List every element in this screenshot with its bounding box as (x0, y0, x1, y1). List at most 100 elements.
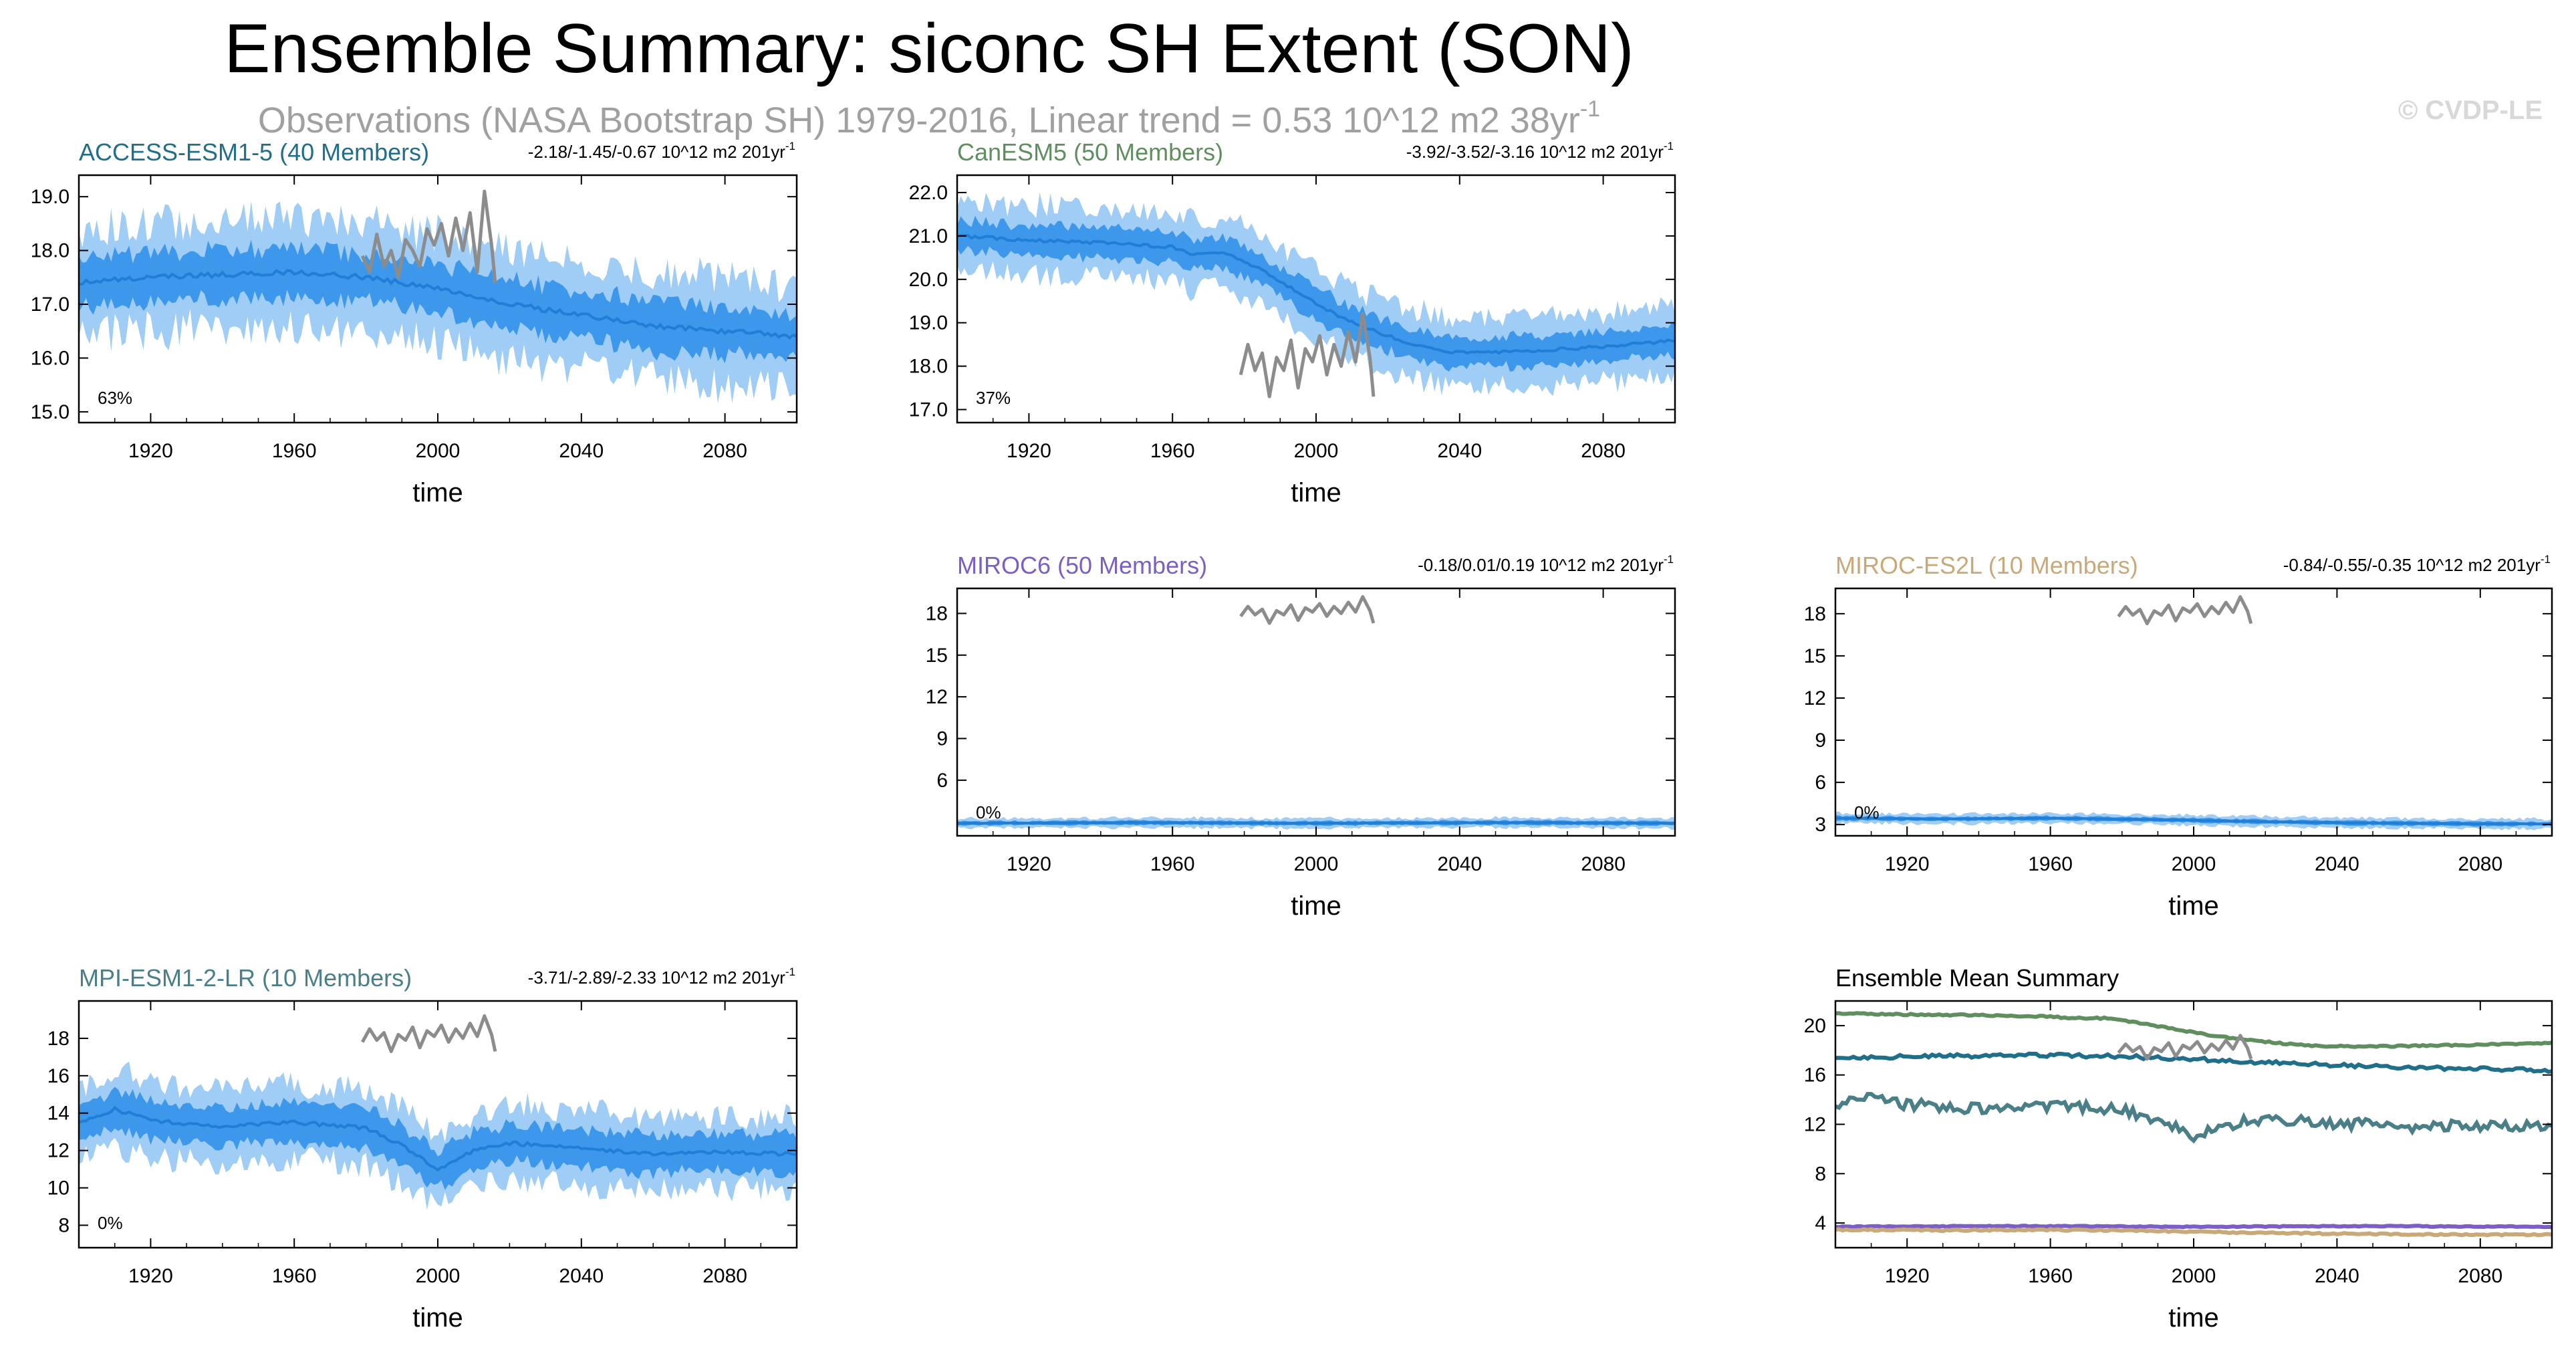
y-tick-label: 9 (936, 727, 948, 750)
ensemble-mean-line (79, 269, 797, 340)
trend-label: -3.71/-2.89/-2.33 10^12 m2 201yr-1 (528, 966, 795, 988)
x-tick-label: 2080 (1581, 440, 1626, 462)
x-tick-label: 2080 (702, 1265, 747, 1287)
x-axis-label: time (412, 478, 463, 507)
x-tick-label: 1960 (272, 1265, 317, 1287)
y-tick-label: 19.0 (31, 186, 70, 208)
x-axis-label: time (1291, 891, 1341, 921)
panel-mpi: 1920 1960 2000 2040 2080 8 10 12 14 16 18 time MPI-E… (47, 964, 798, 1333)
x-tick-label: 1960 (2028, 1265, 2073, 1287)
ensemble-mean-line (957, 233, 1675, 355)
observations-line (360, 189, 497, 284)
x-axis-label: time (2168, 891, 2219, 921)
y-tick-label: 8 (58, 1214, 70, 1236)
percent-label: 37% (976, 388, 1011, 408)
trend-label: -0.18/0.01/0.19 10^12 m2 201yr-1 (1418, 553, 1674, 575)
summary-series-line (1835, 1011, 2552, 1049)
x-tick-label: 1920 (1007, 853, 1051, 875)
x-tick-label: 1960 (1150, 440, 1195, 462)
plot-area (957, 816, 1675, 830)
y-tick-label: 18.0 (909, 356, 948, 378)
x-tick-label: 1920 (128, 1265, 173, 1287)
y-tick-label: 14 (47, 1103, 70, 1125)
x-tick-label: 2000 (416, 1265, 461, 1287)
figure-title: Ensemble Summary: siconc SH Extent (SON) (224, 10, 1634, 88)
y-tick-label: 6 (936, 770, 948, 792)
y-tick-label: 20 (1804, 1015, 1826, 1037)
subtitle-text: Observations (NASA Bootstrap SH) 1979-20… (258, 100, 1580, 140)
ensemble-mean-line (957, 820, 1675, 825)
panel-access: 1920 1960 2000 2040 2080 15.0 16.0 17.0 18.0 19.0… (31, 138, 798, 507)
y-tick-label: 18 (47, 1028, 70, 1050)
observations-line (1239, 595, 1376, 625)
y-tick-label: 10 (47, 1177, 70, 1200)
y-tick-label: 3 (1815, 814, 1826, 836)
observations-line (361, 1014, 497, 1053)
trend-label: -2.18/-1.45/-0.67 10^12 m2 201yr-1 (528, 140, 795, 162)
x-tick-label: 2000 (2172, 1265, 2216, 1287)
x-tick-label: 2000 (2172, 853, 2216, 875)
plot-area (957, 192, 1675, 397)
y-tick-label: 6 (1815, 772, 1826, 794)
panels-group: 1920 1960 2000 2040 2080 15.0 16.0 17.0 18.0 19.0… (31, 138, 2553, 1333)
observations-line (1239, 312, 1376, 399)
spread-band-inner (79, 239, 797, 364)
plot-frame (956, 587, 1676, 837)
panel-title: MPI-ESM1-2-LR (10 Members) (79, 964, 412, 992)
x-tick-label: 1920 (128, 440, 173, 462)
y-tick-label: 17.0 (909, 399, 948, 421)
x-tick-label: 2040 (559, 440, 604, 462)
plot-area (1835, 811, 2552, 830)
panel-title: Ensemble Mean Summary (1835, 964, 2119, 992)
panel-title: CanESM5 (50 Members) (957, 138, 1223, 166)
summary-series-line (1835, 1051, 2552, 1074)
x-tick-label: 2080 (702, 440, 747, 462)
x-axis-label: time (412, 1303, 463, 1333)
y-tick-label: 9 (1815, 729, 1826, 752)
x-axis-label: time (1291, 478, 1341, 507)
plot-area (1835, 1011, 2552, 1238)
x-tick-label: 1960 (1150, 853, 1195, 875)
summary-series-line (1835, 1092, 2552, 1144)
y-tick-label: 22.0 (909, 182, 948, 204)
percent-label: 0% (98, 1213, 123, 1233)
observations-line (2117, 1034, 2253, 1061)
plot-frame (1834, 1000, 2553, 1249)
y-tick-label: 16.0 (31, 347, 70, 369)
y-tick-label: 12 (47, 1140, 70, 1162)
y-tick-label: 4 (1815, 1212, 1826, 1234)
y-tick-label: 15 (926, 645, 948, 667)
percent-label: 0% (976, 802, 1001, 822)
y-tick-label: 12 (1804, 687, 1826, 709)
y-tick-label: 20.0 (909, 269, 948, 291)
x-tick-label: 1960 (2028, 853, 2073, 875)
y-tick-label: 17.0 (31, 294, 70, 316)
x-tick-label: 1920 (1007, 440, 1051, 462)
x-tick-label: 2040 (1437, 440, 1482, 462)
y-tick-label: 16 (1804, 1064, 1826, 1087)
y-tick-label: 18.0 (31, 240, 70, 262)
x-tick-label: 2000 (416, 440, 461, 462)
observations-line (2117, 595, 2253, 626)
percent-label: 63% (98, 388, 132, 408)
x-tick-label: 2080 (1581, 853, 1626, 875)
panel-miroc6: 1920 1960 2000 2040 2080 6 9 12 15 18 time MIROC6 (… (926, 552, 1676, 921)
panel-title: MIROC-ES2L (10 Members) (1835, 552, 2138, 579)
y-tick-label: 12 (1804, 1114, 1826, 1136)
x-tick-label: 2040 (1437, 853, 1482, 875)
y-tick-label: 18 (1804, 603, 1826, 625)
panel-canesm: 1920 1960 2000 2040 2080 17.0 18.0 19.0 20.0 21.0… (909, 138, 1676, 507)
ensemble-mean-line (1835, 816, 2552, 826)
ensemble-mean-line (79, 1105, 797, 1172)
x-tick-label: 1920 (1885, 853, 1930, 875)
y-tick-label: 16 (47, 1065, 70, 1087)
panel-summary: 1920 1960 2000 2040 2080 4 8 12 16 20 time Ensemble… (1804, 964, 2553, 1333)
x-tick-label: 1960 (272, 440, 317, 462)
panel-mirocES2L: 1920 1960 2000 2040 2080 3 6 9 12 15 18 time MIROC-E… (1804, 552, 2553, 921)
y-tick-label: 15.0 (31, 401, 70, 423)
x-tick-label: 2000 (1294, 853, 1339, 875)
y-tick-label: 18 (926, 602, 948, 625)
y-tick-label: 8 (1815, 1163, 1826, 1185)
percent-label: 0% (1854, 802, 1880, 822)
